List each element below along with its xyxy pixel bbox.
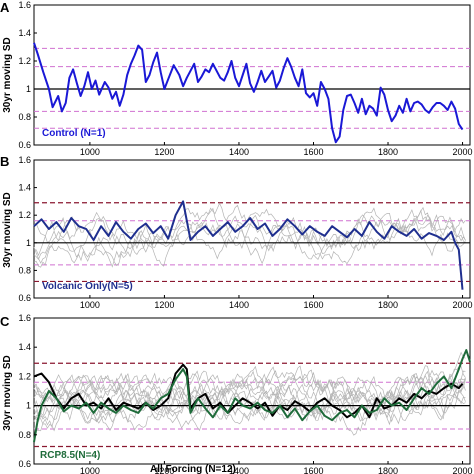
y-tick-label: 1.2 <box>18 56 31 66</box>
x-tick-label: 1000 <box>80 147 100 157</box>
y-tick-label: 0.6 <box>18 140 31 150</box>
x-tick-label: 1200 <box>154 300 174 310</box>
x-tick-label: 1800 <box>378 300 398 310</box>
x-tick-label: 1000 <box>80 466 100 474</box>
y-tick-label: 0.8 <box>18 112 31 122</box>
ensemble-member-line <box>33 202 466 267</box>
y-tick-labels: 0.6 0.8 1 1.2 1.4 1.6 <box>18 155 37 303</box>
y-axis-label: 30yr moving SD <box>2 37 13 113</box>
panel-label: A <box>0 0 10 15</box>
panel-b: B 30yr moving SD 0.6 0.8 1 1.2 1.4 1.6 1000 12… <box>0 154 473 310</box>
x-tick-labels: 1000 1200 1400 1600 1800 2000 <box>80 461 473 474</box>
series-line-control <box>33 42 464 144</box>
y-axis-label: 30yr moving SD <box>2 192 13 268</box>
y-tick-label: 0.8 <box>18 430 31 440</box>
panel-label: B <box>0 154 9 169</box>
y-tick-label: 1.4 <box>18 28 31 38</box>
x-tick-label: 2000 <box>453 147 473 157</box>
y-tick-label: 1.4 <box>18 183 31 193</box>
series-line-rcp <box>33 349 471 443</box>
panel-a: A 30yr moving SD 0.6 0.8 1 1.2 1.4 1.6 1000 12… <box>0 0 473 157</box>
x-tick-label: 1000 <box>80 300 100 310</box>
ensemble-member-line <box>33 207 466 268</box>
x-tick-label: 1200 <box>154 147 174 157</box>
x-tick-label: 1200 <box>154 466 174 474</box>
dashed-reference-lines <box>34 202 470 283</box>
ensemble-member-line <box>33 369 466 425</box>
ensemble-member-line <box>33 207 466 261</box>
ensemble-member-line <box>33 365 466 432</box>
series-line-all_forcing <box>33 363 464 419</box>
x-tick-label: 1400 <box>229 300 249 310</box>
x-tick-label: 1600 <box>303 300 323 310</box>
x-tick-labels: 1000 1200 1400 1600 1800 2000 <box>80 142 473 157</box>
x-tick-label: 1600 <box>303 147 323 157</box>
y-tick-labels: 0.6 0.8 1 1.2 1.4 1.6 <box>18 0 37 150</box>
legend-control: Control (N=1) <box>42 128 106 139</box>
y-tick-label: 1.6 <box>18 0 31 10</box>
ensemble-member-line <box>33 373 466 432</box>
x-tick-label: 1800 <box>378 466 398 474</box>
y-tick-label: 1 <box>26 238 31 248</box>
x-tick-label: 1400 <box>229 466 249 474</box>
x-tick-labels: 1000 1200 1400 1600 1800 2000 <box>80 295 473 310</box>
plot-frame <box>33 4 471 146</box>
y-tick-label: 1.4 <box>18 342 31 352</box>
y-tick-label: 1 <box>26 84 31 94</box>
x-tick-label: 1800 <box>378 147 398 157</box>
panel-label: C <box>0 314 10 329</box>
plot-frame <box>33 159 471 299</box>
panel-c: C 30yr moving SD 0.6 0.8 1 1.2 1.4 1.6 1000 12… <box>0 313 473 474</box>
ensemble-members <box>33 351 466 436</box>
y-tick-label: 1.2 <box>18 210 31 220</box>
y-tick-label: 1 <box>26 401 31 411</box>
y-tick-label: 1.6 <box>18 313 31 323</box>
y-tick-label: 0.8 <box>18 265 31 275</box>
x-tick-label: 2000 <box>453 466 473 474</box>
ensemble-member-line <box>33 371 466 432</box>
x-tick-label: 1400 <box>229 147 249 157</box>
series-lines <box>33 349 471 443</box>
series-lines <box>33 42 464 144</box>
x-tick-label: 2000 <box>453 300 473 310</box>
ensemble-members <box>33 202 466 268</box>
y-tick-label: 0.6 <box>18 459 31 469</box>
y-axis-label: 30yr moving SD <box>2 355 13 431</box>
y-tick-label: 1.2 <box>18 371 31 381</box>
y-tick-label: 0.6 <box>18 293 31 303</box>
series-lines <box>33 200 464 290</box>
ensemble-member-line <box>33 209 466 260</box>
plot-frame <box>33 317 471 465</box>
legend-all-forcing: All Forcing (N=12) <box>150 464 236 474</box>
legend-rcp85: RCP8.5(N=4) <box>40 450 100 461</box>
x-tick-label: 1600 <box>303 466 323 474</box>
dashed-reference-lines <box>34 47 470 129</box>
series-line-mean <box>33 200 464 290</box>
y-tick-labels: 0.6 0.8 1 1.2 1.4 1.6 <box>18 313 37 469</box>
ensemble-member-line <box>33 217 466 268</box>
y-tick-label: 1.6 <box>18 155 31 165</box>
legend-volcanic: Volcanic Only(N=5) <box>42 281 133 292</box>
